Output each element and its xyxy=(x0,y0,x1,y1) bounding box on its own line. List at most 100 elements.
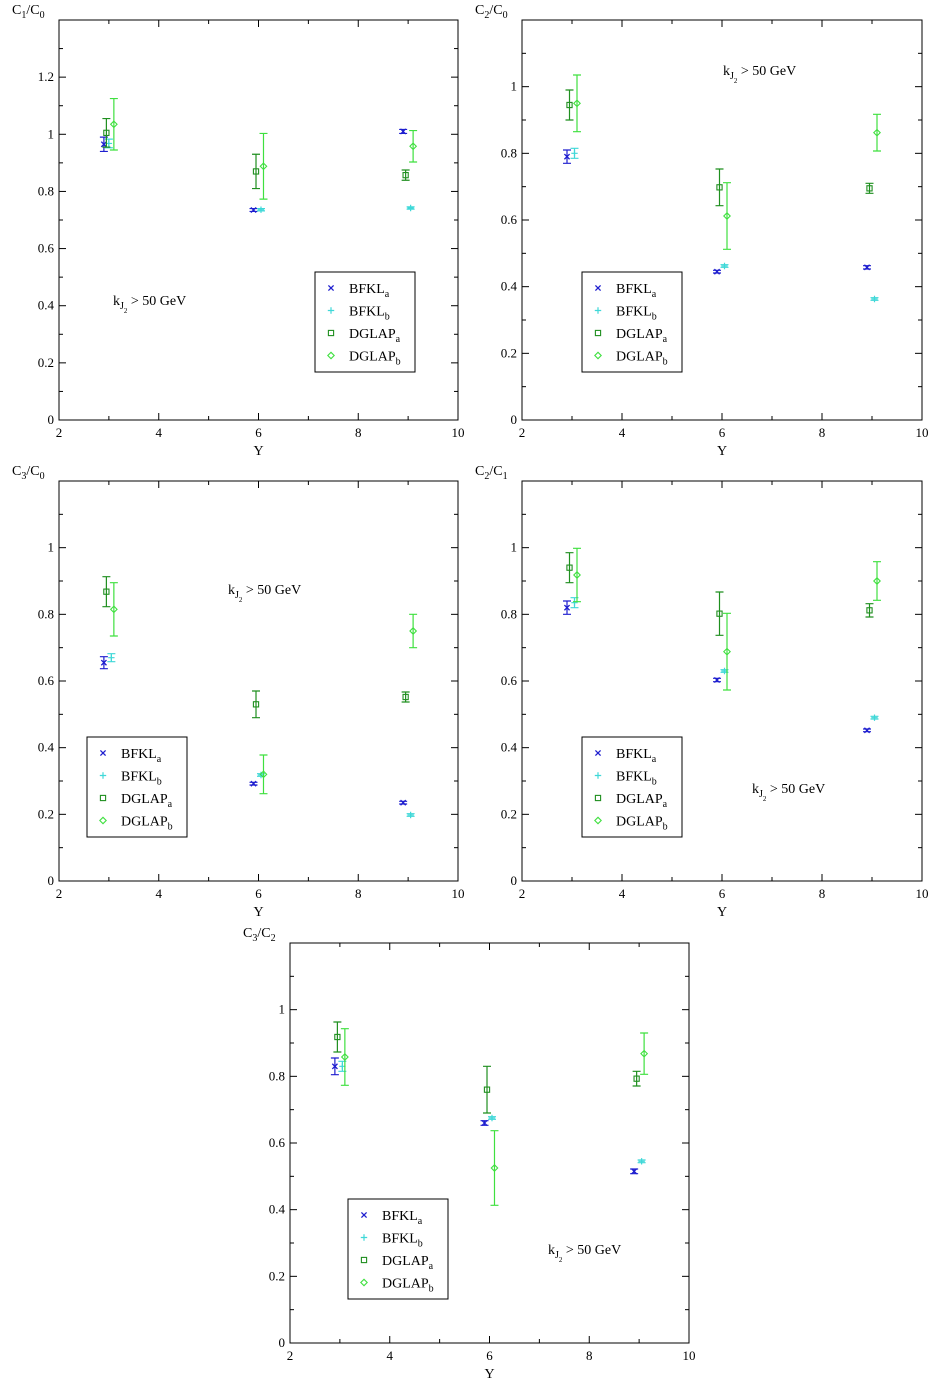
x-tick-label: 2 xyxy=(519,425,526,440)
data-point xyxy=(103,588,110,595)
chart-panel-3: 2 4 6 8 10 0 0.2 0.4 0.6 0.8 1 Y C3/C0 kJ2 > 50 GeV BF… xyxy=(12,464,465,920)
data-point xyxy=(638,1158,645,1165)
x-tick-label: 8 xyxy=(586,1348,593,1363)
series-dglap-b xyxy=(340,1028,649,1206)
y-tick-label: 0 xyxy=(511,412,518,427)
data-point xyxy=(109,120,118,129)
x-tick-label: 10 xyxy=(452,886,465,901)
error-bar xyxy=(333,1021,342,1053)
data-point xyxy=(400,799,407,806)
legend: BFKLa BFKLb DGLAPa DGLAPb xyxy=(581,271,683,373)
legend-label: BFKLa xyxy=(616,282,657,300)
error-bar xyxy=(865,182,874,194)
cut-annotation: kJ2 > 50 GeV xyxy=(228,583,301,604)
series-bfkl-a xyxy=(330,1057,639,1175)
legend-label: BFKLa xyxy=(349,282,390,300)
legend-box xyxy=(581,736,683,838)
legend-marker xyxy=(360,1234,368,1241)
legend-label: DGLAPb xyxy=(349,350,401,368)
data-point xyxy=(563,153,571,160)
chart-panel-4: 2 4 6 8 10 0 0.2 0.4 0.6 0.8 1 Y C2/C1 kJ2 > 50 GeV BF… xyxy=(475,464,929,920)
y-tick-label: 1 xyxy=(511,79,518,94)
y-axis-label: C1/C0 xyxy=(12,3,45,21)
data-point xyxy=(863,264,871,271)
x-tick-label: 10 xyxy=(452,425,465,440)
x-tick-label: 10 xyxy=(916,886,929,901)
x-tick-label: 8 xyxy=(819,886,826,901)
data-point xyxy=(871,295,878,303)
error-bar xyxy=(401,169,410,181)
x-axis-label: Y xyxy=(253,905,263,920)
y-tick-label: 0.4 xyxy=(501,740,518,755)
error-bar xyxy=(259,132,268,200)
series-dglap-b xyxy=(109,582,418,795)
error-bar xyxy=(715,591,724,636)
error-bar xyxy=(632,1070,641,1087)
error-bar xyxy=(723,612,731,691)
legend-label: DGLAPa xyxy=(382,1254,434,1272)
data-point xyxy=(571,599,578,606)
legend-label: DGLAPb xyxy=(616,350,668,368)
x-tick-label: 4 xyxy=(387,1348,394,1363)
error-bar xyxy=(640,1032,649,1075)
data-point xyxy=(250,780,257,787)
x-axis-label: Y xyxy=(717,905,727,920)
error-bar xyxy=(340,1028,349,1086)
cut-annotation: kJ2 > 50 GeV xyxy=(723,64,796,85)
x-tick-label: 6 xyxy=(486,1348,493,1363)
series-bfkl-b xyxy=(338,1060,646,1165)
data-point xyxy=(100,141,107,148)
legend-label: DGLAPb xyxy=(616,815,668,833)
series-dglap-b xyxy=(573,547,881,691)
chart-panel-5: 2 4 6 8 10 0 0.2 0.4 0.6 0.8 1 Y C3/C2 kJ2 > 50 GeV BF… xyxy=(243,926,696,1382)
error-bar xyxy=(252,153,261,190)
error-bar xyxy=(259,754,268,795)
data-point xyxy=(873,128,881,137)
x-tick-label: 2 xyxy=(56,886,63,901)
legend-marker xyxy=(327,284,335,292)
x-axis-label: Y xyxy=(484,1367,494,1382)
chart-panel-1: 2 4 6 8 10 0 0.2 0.4 0.6 0.8 1 1.2 Y C1/C0 kJ2 > 50 Ge… xyxy=(12,3,465,459)
data-point xyxy=(340,1053,349,1061)
data-point xyxy=(409,627,418,635)
x-tick-label: 6 xyxy=(719,886,726,901)
legend: BFKLa BFKLb DGLAPa DGLAPb xyxy=(314,271,416,373)
y-tick-label: 0.4 xyxy=(269,1202,286,1217)
legend-marker xyxy=(327,307,335,314)
legend-marker xyxy=(99,816,107,825)
y-tick-label: 0.8 xyxy=(501,606,517,621)
legend: BFKLa BFKLb DGLAPa DGLAPb xyxy=(347,1198,449,1300)
y-tick-label: 0.6 xyxy=(501,212,518,227)
data-point xyxy=(490,1164,499,1172)
data-point xyxy=(573,99,581,108)
y-tick-label: 0.2 xyxy=(501,806,517,821)
data-point xyxy=(871,714,878,721)
x-tick-label: 2 xyxy=(56,425,63,440)
y-tick-label: 0.2 xyxy=(269,1268,285,1283)
y-tick-label: 0.8 xyxy=(501,145,517,160)
legend-marker xyxy=(360,1211,368,1219)
error-bar xyxy=(109,97,118,151)
cut-annotation: kJ2 > 50 GeV xyxy=(752,782,825,803)
error-bar xyxy=(102,576,111,608)
y-tick-label: 0 xyxy=(48,412,55,427)
y-tick-label: 1.2 xyxy=(38,69,54,84)
x-tick-label: 10 xyxy=(683,1348,696,1363)
x-tick-label: 4 xyxy=(619,425,626,440)
y-tick-label: 1 xyxy=(279,1002,286,1017)
legend-label: DGLAPa xyxy=(616,792,668,810)
series-dglap-a xyxy=(565,552,874,636)
error-bar xyxy=(252,690,261,719)
series-dglap-a xyxy=(102,576,410,719)
x-tick-label: 6 xyxy=(255,425,262,440)
legend-marker xyxy=(594,329,602,337)
error-bar xyxy=(409,129,418,163)
data-point xyxy=(108,654,115,661)
x-tick-label: 8 xyxy=(819,425,826,440)
data-point xyxy=(571,150,578,157)
legend-marker xyxy=(594,284,602,292)
data-point xyxy=(640,1049,649,1058)
data-point xyxy=(866,185,873,192)
series-bfkl-a xyxy=(563,600,871,734)
legend-label: BFKLa xyxy=(121,747,162,765)
